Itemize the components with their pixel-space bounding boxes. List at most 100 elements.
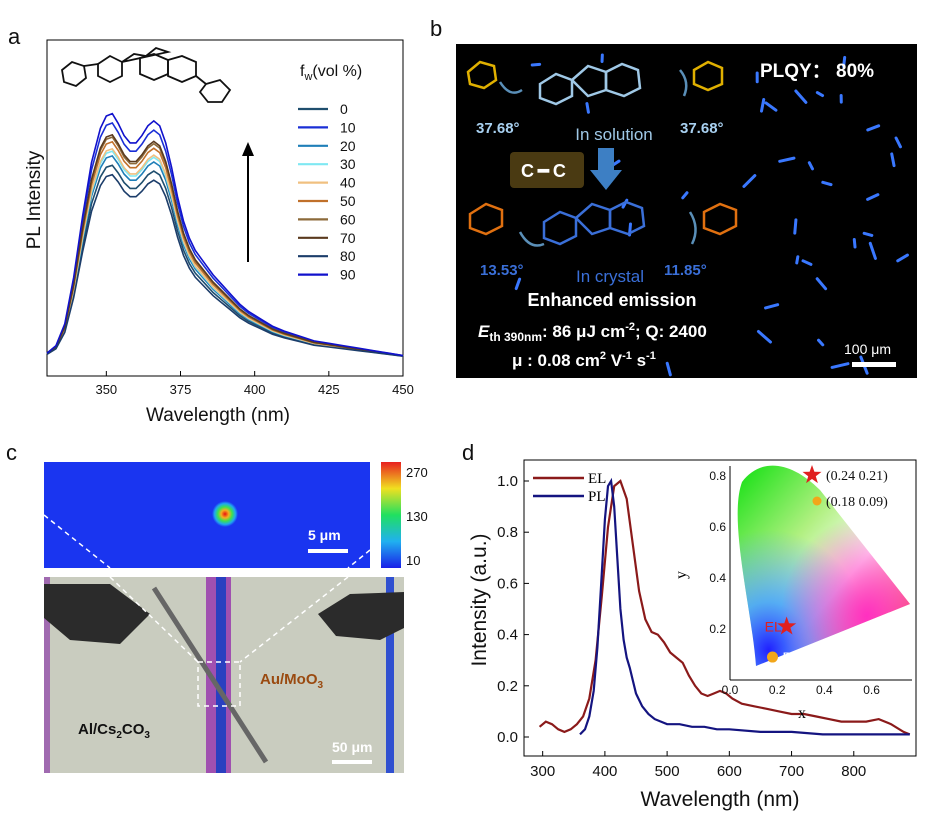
panel-label-c: c [6, 440, 17, 465]
x-tick-label: 400 [592, 763, 617, 780]
angle-left-solution: 37.68° [476, 120, 520, 137]
x-tick-label: 450 [392, 382, 414, 397]
microcrystal-rod [801, 259, 813, 266]
series-line-pl [579, 477, 910, 736]
panel-b: 37.68° 37.68° In solution C ━ C 13.53° 11.… [456, 44, 917, 378]
microcrystal-rod [817, 338, 825, 347]
panel-label-b: b [430, 16, 443, 41]
scale-bar-b [852, 362, 896, 367]
x-tick-label: 350 [95, 382, 117, 397]
state-crystal: In crystal [576, 267, 644, 286]
microcrystal-rod [756, 329, 772, 344]
colorbar [381, 462, 401, 568]
x-tick-label: 800 [841, 763, 866, 780]
microcrystal-rod [862, 231, 874, 237]
panel-a-legend-title: fw(vol %) [300, 63, 362, 83]
microcrystal-rod [807, 161, 814, 171]
fluorene-molecule-drawing [61, 46, 232, 103]
x-tick-label: 700 [779, 763, 804, 780]
series-line-fw-70 [46, 133, 404, 357]
threshold-label: Eth 390nm: 86 μJ cm-2; Q: 2400 [478, 321, 707, 344]
cie-coordinate-label-pl: (0.18 0.09) [826, 495, 888, 510]
legend-label-fw-0: 0 [340, 101, 348, 117]
series-line-el [538, 479, 911, 736]
panel-d-series [538, 477, 911, 736]
cie-x-tick-label: 0.4 [816, 683, 833, 697]
left-electrode-label: Al/Cs2CO3 [78, 721, 150, 741]
cie-y-tick-label: 0.8 [709, 469, 726, 483]
legend-label-fw-10: 10 [340, 119, 356, 135]
colorbar-tick-mid: 130 [406, 509, 428, 524]
x-tick-label: 425 [318, 382, 340, 397]
microcrystal-rod [742, 174, 757, 188]
microcrystal-rod [681, 191, 689, 200]
microcrystal-rod [815, 277, 828, 291]
panel-d-xlabel: Wavelength (nm) [640, 788, 799, 811]
cie-points: EL (0.24 0.21) PL (0.18 0.09) [765, 465, 888, 665]
cie-x-tick-label: 0.6 [863, 683, 880, 697]
legend-label-fw-30: 30 [340, 156, 356, 172]
state-solution: In solution [575, 125, 653, 144]
probe-tip-right [318, 592, 404, 640]
microcrystal-rod [815, 91, 825, 98]
plqy-label: PLQY： 80% [760, 61, 874, 82]
zoom-guide-right [347, 549, 371, 569]
panel-label-a: a [8, 24, 21, 49]
microcrystal-rod [830, 362, 850, 369]
microcrystal-rod [764, 303, 780, 310]
microcrystal-rod [793, 218, 798, 235]
enhanced-emission-label: Enhanced emission [527, 290, 696, 310]
legend-label-fw-60: 60 [340, 211, 356, 227]
cie-ticks: 0.0 0.2 0.4 0.6 0.2 0.4 0.6 0.8 [709, 469, 880, 697]
cie-point-name-pl: PL [782, 649, 799, 665]
microcrystal-rod [585, 102, 590, 114]
trend-arrow-head [242, 142, 254, 156]
panel-d-frame [523, 459, 917, 757]
angle-right-solution: 37.68° [680, 120, 724, 137]
zoom-line-left [109, 576, 199, 663]
panel-label-d: d [462, 440, 475, 465]
legend-label-fw-70: 70 [340, 230, 356, 246]
angle-left-crystal: 13.53° [480, 262, 524, 279]
probe-tip-left [44, 584, 150, 644]
legend-label-fw-90: 90 [340, 267, 356, 283]
cie-x-tick-label: 0.2 [769, 683, 786, 697]
microcrystal-rod [530, 62, 542, 67]
x-tick-label: 400 [244, 382, 266, 397]
cie-y-tick-label: 0.4 [709, 571, 726, 585]
microcrystal-rod [890, 152, 896, 168]
electrode-edge-left [44, 577, 50, 773]
microcrystal-rod [896, 253, 909, 263]
electrode-strip-purple-2 [226, 577, 231, 773]
panel-a-ylabel: PL Intensity [24, 150, 45, 249]
electrode-strip-blue [216, 577, 226, 773]
microcrystal-rod [795, 255, 800, 265]
right-electrode-label: Au/MoO3 [260, 671, 324, 691]
legend-label-fw-80: 80 [340, 248, 356, 264]
microcrystal-rod [665, 361, 672, 377]
bond-label: C ━ C [521, 161, 566, 181]
scale-label-bottom: 50 μm [332, 739, 372, 755]
legend-label-fw-40: 40 [340, 175, 356, 191]
series-line-fw-80 [46, 173, 404, 357]
panel-a-frame [46, 39, 404, 377]
colorbar-tick-max: 270 [406, 465, 428, 480]
cie-point-el [777, 616, 797, 635]
microcrystal-rod [514, 277, 522, 291]
crystal-molecule-drawing [468, 200, 738, 247]
cie-coordinate-label-el: (0.24 0.21) [826, 469, 888, 484]
y-tick-label: 0.6 [497, 575, 518, 592]
zoom-line-right [239, 576, 349, 663]
panel-a-x-ticks: 350 375 400 425 450 [95, 371, 414, 397]
microcrystal-rod [778, 156, 796, 163]
x-tick-label: 375 [170, 382, 192, 397]
microcrystal-rod [866, 124, 881, 132]
y-tick-label: 1.0 [497, 473, 518, 490]
microcrystal-rod [852, 238, 857, 249]
microcrystal-rod [794, 89, 808, 104]
y-tick-label: 0.0 [497, 729, 518, 746]
microcrystal-rod [894, 136, 902, 149]
bond-badge [510, 152, 584, 188]
x-tick-label: 500 [655, 763, 680, 780]
